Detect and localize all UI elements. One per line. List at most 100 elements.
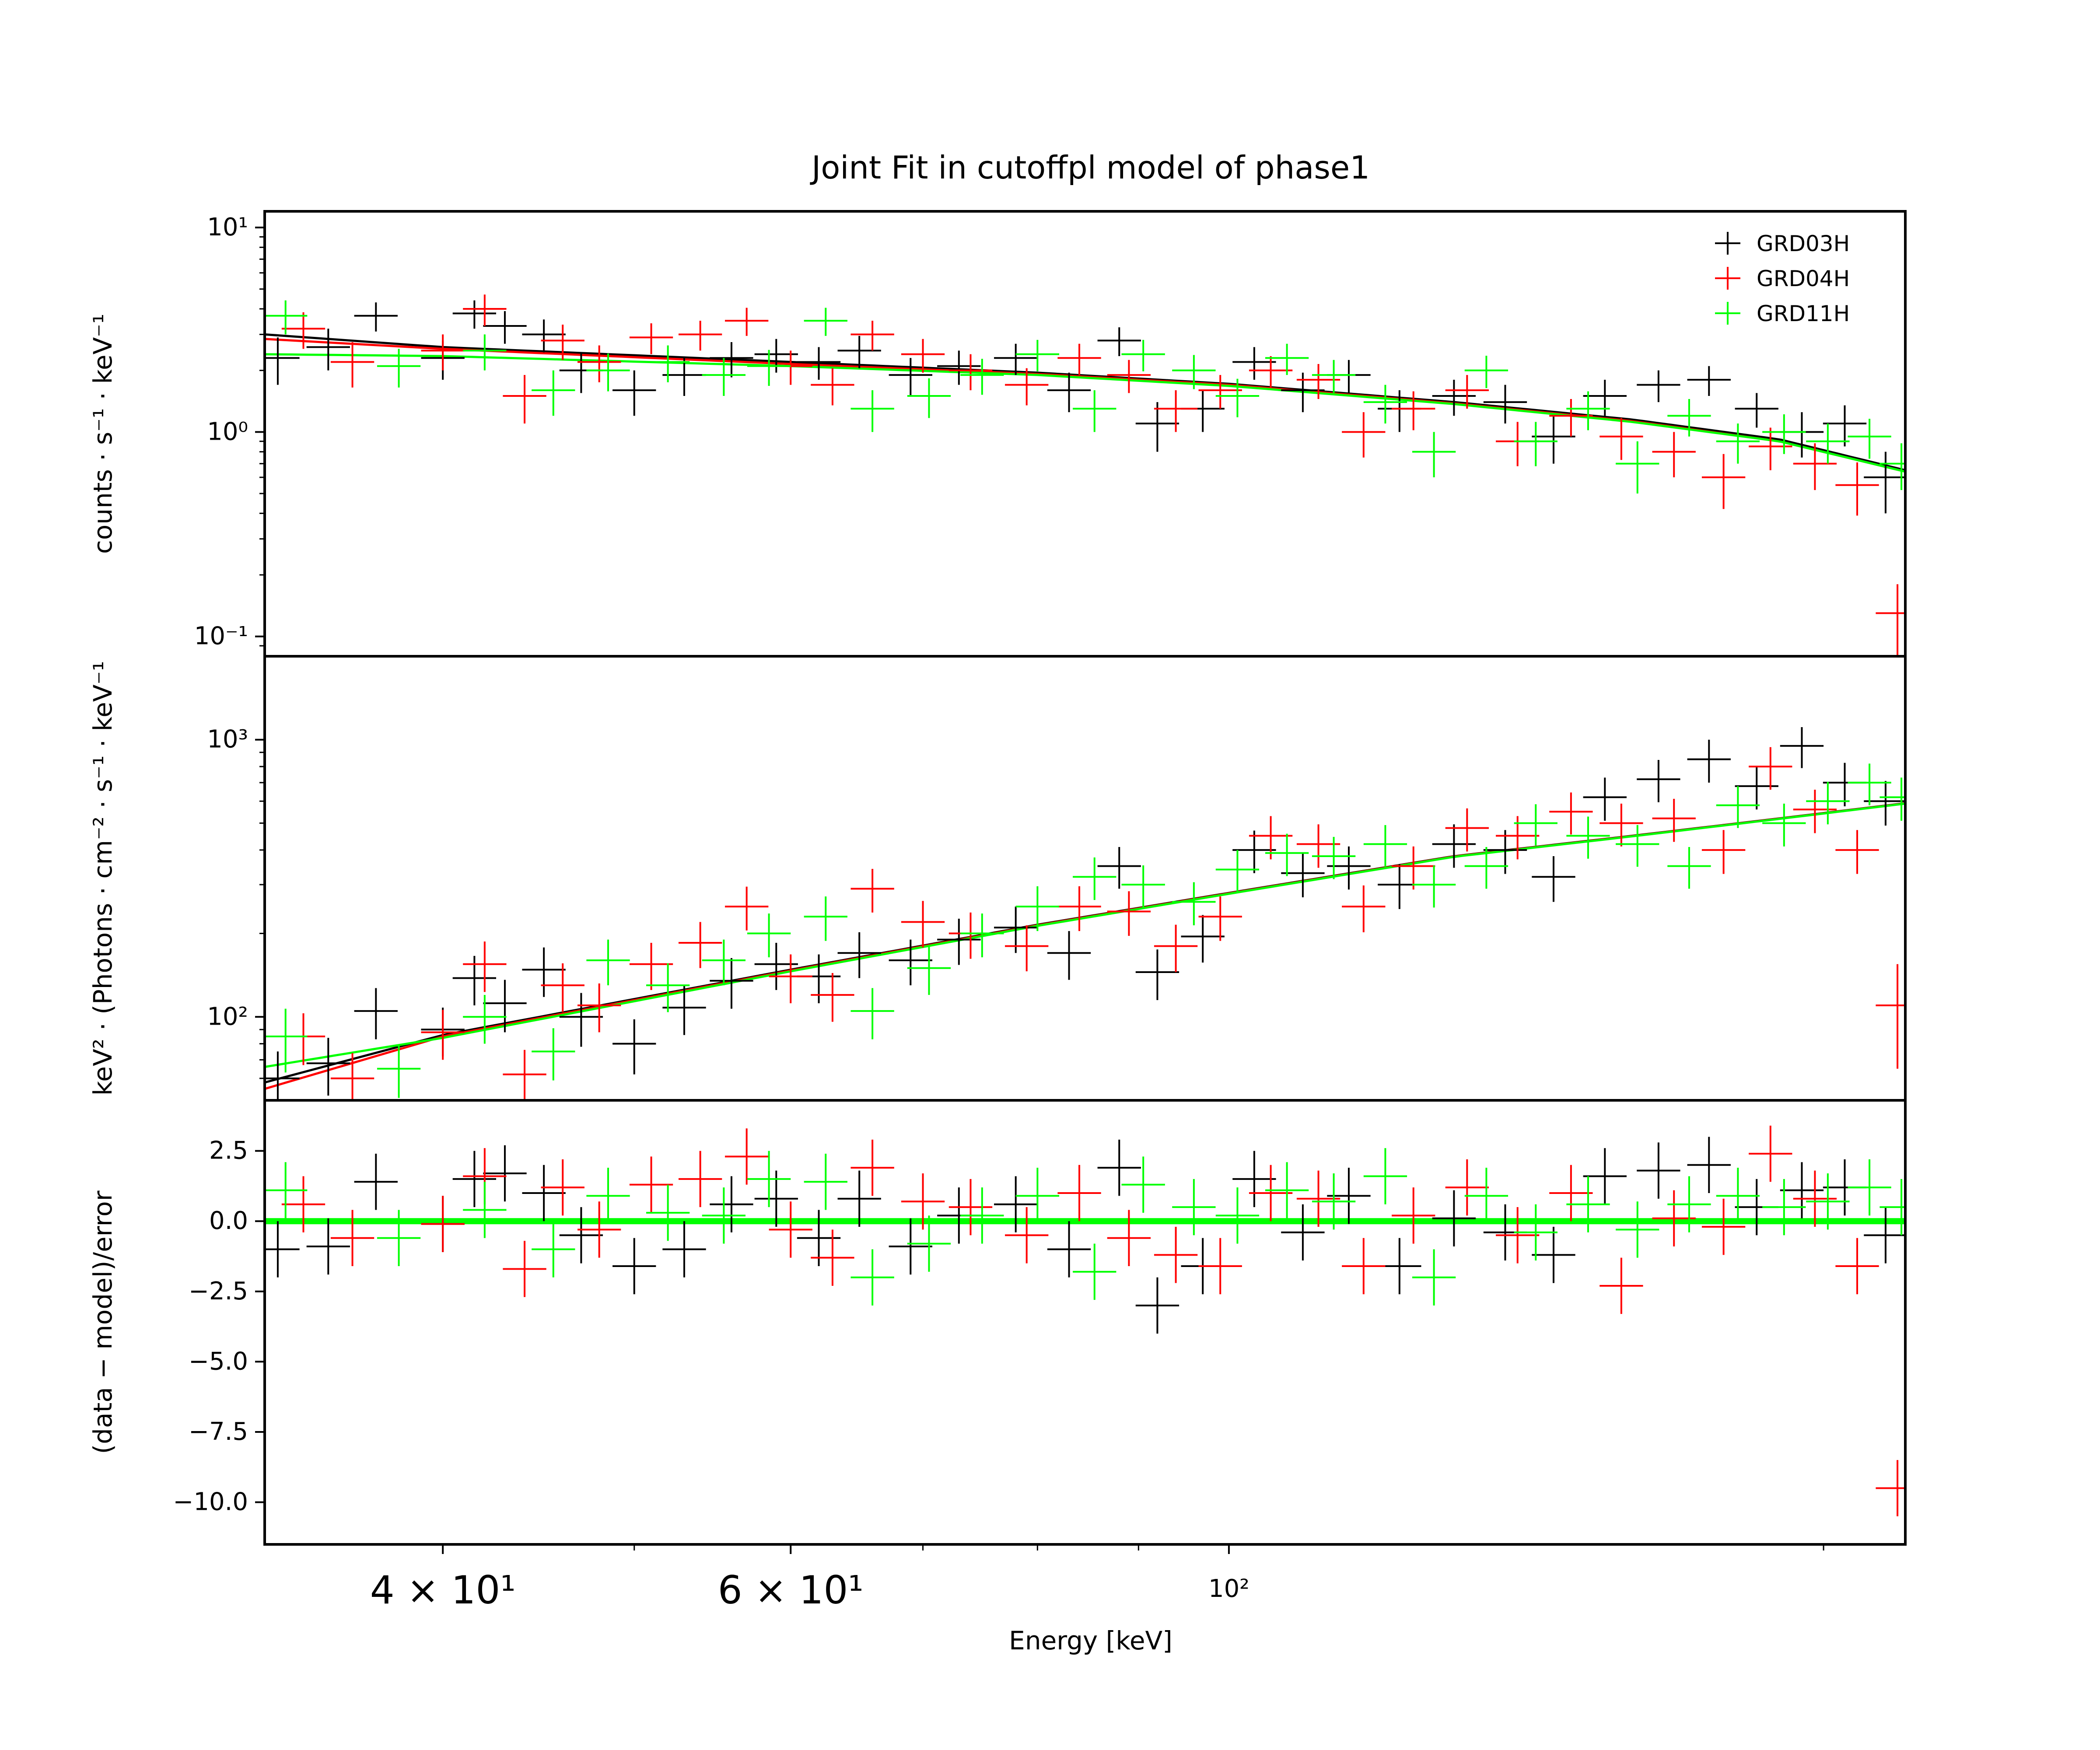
data-point-grd03h [1432,1190,1476,1247]
data-point-grd11h [1464,356,1508,388]
data-point-grd11h [1514,422,1558,466]
data-point-grd03h [1281,853,1325,897]
data-point-grd11h [1667,1176,1711,1232]
data-point-grd11h [960,1187,1004,1244]
data-point-grd03h [837,336,881,368]
data-point-grd11h [907,1215,951,1272]
data-point-grd04h [503,1241,546,1297]
data-point-grd03h [452,300,497,329]
data-point-grd03h [1097,847,1141,889]
data-point-grd04h [811,1229,854,1286]
data-point-grd04h [811,368,854,406]
data-point-grd04h [1005,925,1049,972]
data-point-grd11h [850,988,894,1040]
data-point-grd11h [702,358,746,396]
data-point-grd11h [1015,886,1060,931]
series-grd11h [265,1148,1905,1306]
y-axis-label: (data − model)/error [88,1190,118,1454]
data-point-grd11h [532,370,575,416]
data-point-grd03h [522,319,566,353]
data-point-grd11h [1762,1179,1806,1236]
series-grd11h [265,763,1905,1098]
data-point-grd03h [265,1221,300,1278]
y-tick-label: 2.5 [209,1137,248,1165]
data-point-grd04h [850,1139,894,1196]
data-point-grd03h [354,988,398,1040]
data-point-grd03h [889,358,932,396]
data-point-grd03h [937,350,981,385]
data-point-grd11h [702,1187,746,1244]
data-point-grd11h [1716,1168,1760,1224]
data-point-grd11h [1716,786,1760,828]
data-point-grd04h [678,321,722,351]
series-grd04h [281,1125,1905,1516]
data-point-grd04h [503,1050,546,1100]
data-point-grd11h [1566,1176,1610,1232]
data-point-grd03h [1637,1142,1680,1199]
data-point-grd03h [662,358,706,396]
data-point-grd03h [710,1176,753,1232]
data-point-grd11h [1312,360,1356,393]
data-point-grd03h [559,993,603,1047]
data-point-grd04h [1057,1165,1101,1222]
y-axis-label: counts · s⁻¹ · keV⁻¹ [88,314,118,554]
data-point-grd04h [1445,375,1489,409]
data-point-grd11h [804,896,847,941]
data-point-grd04h [463,294,507,326]
data-point-grd03h [1181,915,1225,963]
data-point-grd03h [662,985,706,1035]
data-point-grd11h [586,353,630,392]
data-point-grd03h [452,1151,497,1208]
data-point-grd03h [994,343,1038,375]
chart-title: Joint Fit in cutoffpl model of phase1 [810,149,1370,186]
data-point-grd03h [1047,372,1091,413]
data-point-grd03h [1532,856,1575,902]
data-point-grd03h [1281,1204,1325,1261]
data-point-grd04h [1005,1207,1049,1264]
data-point-grd04h [1876,964,1905,1069]
data-point-grd03h [1637,760,1680,802]
data-point-grd03h [265,337,300,385]
data-point-grd11h [1514,1204,1558,1261]
series-grd03h [265,300,1905,514]
plot-area [265,294,1905,656]
data-point-grd11h [1363,385,1407,424]
data-point-grd11h [1616,825,1659,867]
data-point-grd04h [1749,1125,1792,1182]
data-point-grd04h [421,1010,465,1060]
data-point-grd11h [1616,441,1659,494]
data-point-grd04h [578,983,621,1032]
data-point-grd11h [960,914,1004,958]
data-point-grd04h [1392,391,1435,430]
data-point-grd11h [265,300,308,335]
data-point-grd04h [1198,375,1242,409]
data-point-grd04h [1496,422,1540,466]
series-grd03h [265,727,1905,1100]
data-point-grd03h [1097,1139,1141,1196]
data-point-grd11h [1312,1173,1356,1230]
data-point-grd03h [354,1154,398,1210]
data-point-grd04h [1793,1170,1837,1227]
y-tick-label: 10⁰ [207,417,248,446]
legend: GRD03H GRD04H GRD11H [1715,231,1850,326]
data-point-grd03h [1047,1221,1091,1278]
data-point-grd03h [1232,347,1276,380]
data-point-grd04h [1749,747,1792,790]
data-point-grd04h [1835,462,1879,516]
data-point-grd03h [559,1207,603,1264]
data-point-grd04h [1392,1187,1435,1244]
data-point-grd04h [1652,798,1696,842]
data-point-grd11h [1172,1179,1216,1236]
data-point-grd03h [1532,416,1575,464]
data-point-grd03h [1583,777,1627,821]
data-point-grd04h [1392,846,1435,890]
counts-panel: 10⁻¹ 10⁰ 10¹ counts · s⁻¹ · keV⁻¹ [88,210,1907,658]
data-point-grd11h [1616,1201,1659,1258]
data-point-grd11h [1806,424,1850,464]
series-grd11h [265,300,1905,494]
data-point-grd04h [330,1210,374,1267]
data-point-grd04h [1107,891,1151,936]
model-line-grd04h [265,802,1905,1090]
data-point-grd11h [960,359,1004,395]
data-point-grd11h [1880,443,1905,490]
